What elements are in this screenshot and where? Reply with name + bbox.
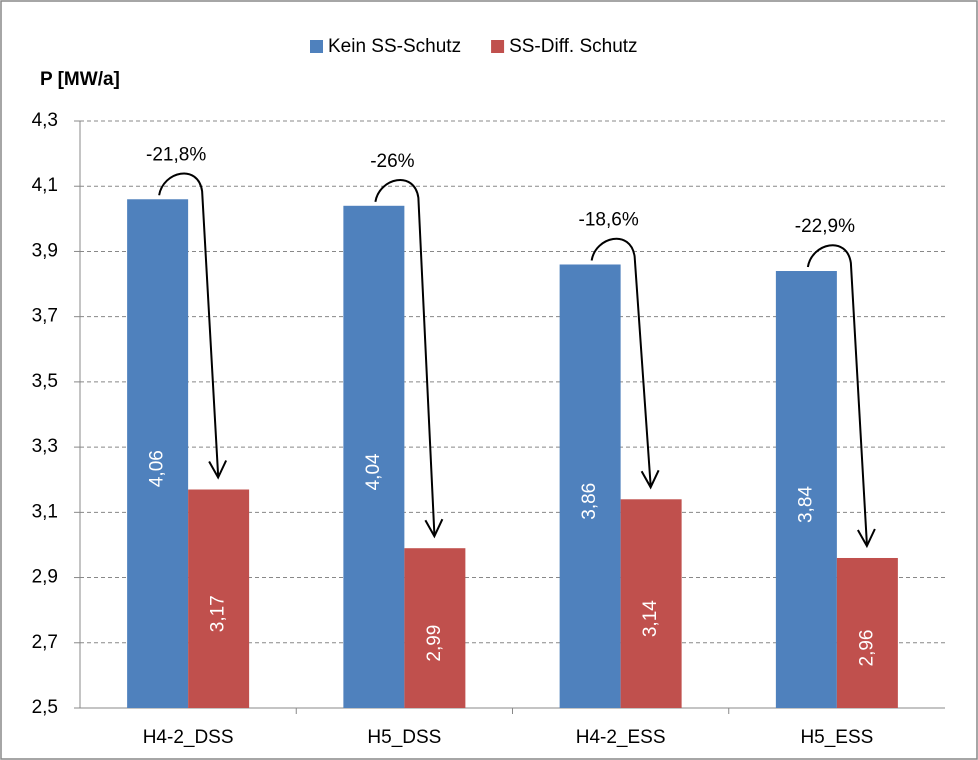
annotation-arrow bbox=[158, 172, 220, 476]
bar bbox=[836, 557, 898, 708]
y-tick-label: 3,1 bbox=[32, 501, 58, 522]
legend-swatch bbox=[491, 40, 505, 53]
bar bbox=[127, 199, 189, 708]
bar bbox=[775, 271, 837, 708]
bar bbox=[343, 205, 405, 709]
x-tick-label: H4-2_DSS bbox=[143, 727, 234, 748]
annotation-arrow bbox=[374, 179, 436, 535]
bar bbox=[404, 548, 466, 708]
value-label: 4,04 bbox=[363, 453, 384, 490]
y-axis-label: P [MW/a] bbox=[40, 69, 120, 90]
value-label: 2,96 bbox=[856, 630, 877, 667]
x-tick-label: H5_ESS bbox=[800, 727, 873, 748]
annotation: -26% bbox=[370, 151, 414, 172]
annotation: -22,9% bbox=[795, 216, 855, 237]
annotation: -21,8% bbox=[146, 144, 206, 165]
value-label: 2,99 bbox=[424, 625, 445, 662]
annotation: -18,6% bbox=[579, 210, 639, 231]
y-tick-label: 4,3 bbox=[32, 110, 58, 131]
x-tick-label: H4-2_ESS bbox=[576, 727, 666, 748]
y-tick-label: 3,3 bbox=[32, 436, 58, 457]
y-tick-label: 2,5 bbox=[32, 697, 58, 718]
annotation-arrow bbox=[590, 237, 652, 486]
bar bbox=[620, 499, 682, 708]
arrow-head bbox=[857, 528, 876, 549]
value-label: 3,17 bbox=[208, 595, 229, 632]
y-tick-label: 2,7 bbox=[32, 632, 58, 653]
legend-label: SS-Diff. Schutz bbox=[509, 36, 637, 57]
bar bbox=[559, 264, 621, 708]
legend-label: Kein SS-Schutz bbox=[328, 36, 461, 57]
arrow-head bbox=[424, 518, 444, 539]
y-tick-label: 3,5 bbox=[32, 371, 58, 392]
annotation-arrow bbox=[806, 244, 868, 545]
value-label: 3,84 bbox=[795, 486, 816, 523]
value-label: 4,06 bbox=[147, 450, 168, 487]
arrow-head bbox=[640, 469, 660, 490]
arrow-head bbox=[208, 460, 228, 480]
y-tick-label: 2,9 bbox=[32, 567, 58, 588]
x-tick-label: H5_DSS bbox=[367, 727, 441, 748]
bar bbox=[188, 489, 250, 708]
y-tick-label: 4,1 bbox=[32, 175, 58, 196]
legend-swatch bbox=[310, 40, 323, 53]
y-tick-label: 3,7 bbox=[32, 306, 58, 327]
y-tick-label: 3,9 bbox=[32, 240, 58, 261]
value-label: 3,86 bbox=[579, 483, 600, 520]
value-label: 3,14 bbox=[640, 600, 661, 637]
